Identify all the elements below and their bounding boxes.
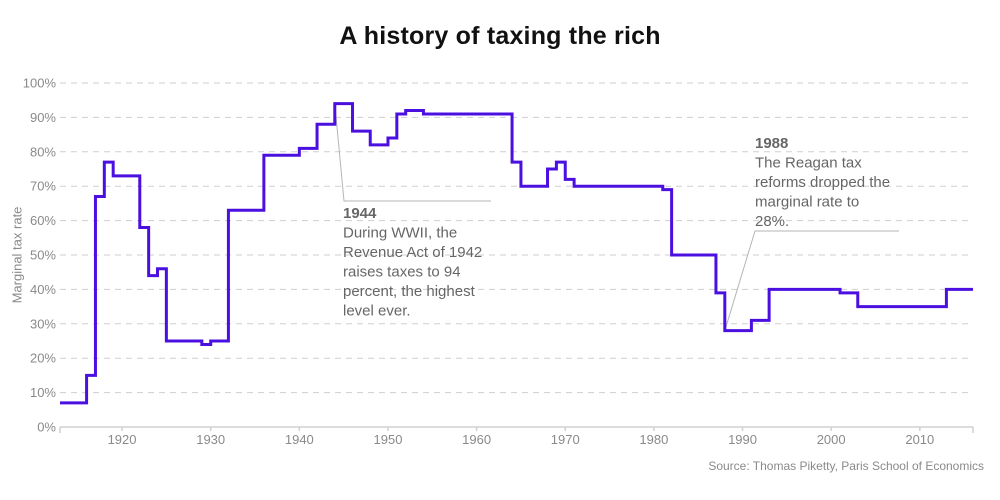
annotation-text-line: The Reagan tax: [755, 155, 862, 172]
source-note: Source: Thomas Piketty, Paris School of …: [708, 459, 984, 473]
y-tick-label: 60%: [30, 213, 56, 228]
annotation-1988: 1988 The Reagan tax reforms dropped the mar…: [755, 135, 890, 230]
y-tick-label: 50%: [30, 248, 56, 263]
y-axis-ticks: 0% 10% 20% 30% 40% 50% 60% 70% 80% 90% 100%: [23, 76, 57, 435]
annotation-year: 1988: [755, 135, 788, 152]
x-tick-label: 1920: [108, 432, 137, 447]
grid-lines: [60, 82, 973, 394]
series-line-top-marginal-rate: [60, 102, 973, 405]
y-tick-label: 20%: [30, 351, 56, 366]
series-layer: [60, 102, 973, 405]
x-tick-label: 1930: [196, 432, 225, 447]
y-tick-label: 70%: [30, 179, 56, 194]
annotation-leader-line: [334, 103, 491, 202]
annotation-text-line: marginal rate to: [755, 194, 859, 211]
annotation-year: 1944: [343, 205, 377, 222]
x-tick-label: 1950: [374, 432, 403, 447]
x-tick-label: 1940: [285, 432, 314, 447]
chart-title: A history of taxing the rich: [339, 22, 661, 50]
x-tick-label: 1960: [462, 432, 491, 447]
annotation-text-line: Revenue Act of 1942: [343, 244, 482, 261]
y-tick-label: 30%: [30, 316, 56, 331]
x-tick-label: 2010: [905, 432, 934, 447]
x-axis-ticks: 1920 1930 1940 1950 1960 1970 1980 1990 2000 2010: [108, 427, 934, 447]
y-tick-label: 10%: [30, 385, 56, 400]
y-tick-label: 0%: [37, 420, 56, 435]
x-tick-label: 1970: [551, 432, 580, 447]
annotation-text-line: During WWII, the: [343, 225, 457, 242]
annotation-texts: 1944 During WWII, the Revenue Act of 1942 r…: [343, 135, 890, 320]
annotation-text-line: 28%.: [755, 213, 789, 230]
x-tick-label: 2000: [817, 432, 846, 447]
y-tick-label: 80%: [30, 144, 56, 159]
y-tick-label: 40%: [30, 282, 56, 297]
annotation-text-line: raises taxes to 94: [343, 264, 461, 281]
x-axis: [59, 426, 974, 433]
annotation-text-line: percent, the highest: [343, 283, 476, 300]
y-tick-label: 90%: [30, 110, 56, 125]
annotation-text-line: reforms dropped the: [755, 174, 890, 191]
x-tick-label: 1980: [639, 432, 668, 447]
annotation-1944: 1944 During WWII, the Revenue Act of 1942 r…: [343, 205, 482, 320]
annotation-leaders: [334, 103, 899, 331]
annotation-text-line: level ever.: [343, 303, 411, 320]
x-tick-label: 1990: [728, 432, 757, 447]
annotation-leader-line: [724, 230, 899, 331]
y-tick-label: 100%: [23, 76, 57, 91]
